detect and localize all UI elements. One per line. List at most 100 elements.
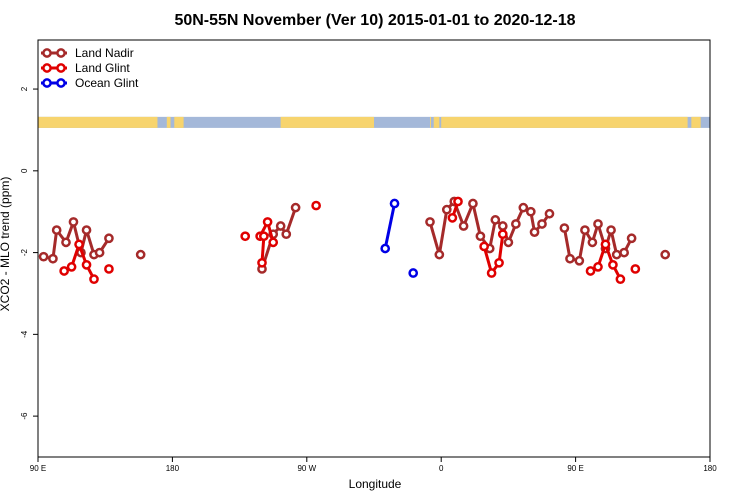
series-land-glint bbox=[59, 196, 641, 285]
data-point-land-nadir bbox=[529, 227, 540, 237]
data-point-land-glint bbox=[268, 237, 279, 248]
legend-label-land-nadir: Land Nadir bbox=[75, 46, 134, 60]
data-point-land-nadir bbox=[81, 225, 92, 235]
legend-marker-land-nadir bbox=[56, 48, 66, 58]
x-tick-label: 90 E bbox=[30, 464, 46, 473]
data-point-land-nadir bbox=[611, 249, 622, 260]
y-tick-label: -6 bbox=[20, 412, 29, 420]
data-point-land-nadir bbox=[580, 225, 590, 235]
y-axis-ticks: 2 0 -2 -4 -6 bbox=[20, 86, 38, 420]
data-point-land-nadir bbox=[425, 217, 435, 227]
data-point-land-nadir bbox=[565, 253, 575, 264]
legend-label-land-glint: Land Glint bbox=[75, 61, 130, 75]
data-point-land-nadir bbox=[104, 233, 114, 244]
data-point-land-nadir bbox=[441, 204, 452, 215]
land-band-segment bbox=[441, 116, 688, 128]
land-band-segment bbox=[166, 116, 171, 128]
data-point-land-nadir bbox=[619, 247, 629, 258]
data-point-ocean-glint bbox=[408, 268, 419, 278]
land-ocean-band bbox=[38, 116, 710, 128]
x-tick-label: 0 bbox=[439, 464, 444, 473]
data-point-land-nadir bbox=[660, 249, 671, 260]
data-point-land-glint bbox=[600, 239, 611, 250]
data-point-land-nadir bbox=[458, 221, 469, 231]
plot-frame bbox=[37, 39, 711, 458]
data-point-land-nadir bbox=[94, 247, 105, 258]
data-point-land-nadir bbox=[544, 208, 555, 219]
data-point-land-nadir bbox=[606, 225, 616, 235]
data-point-land-nadir bbox=[497, 221, 508, 231]
series-land-nadir bbox=[38, 196, 671, 274]
series-line-ocean-glint bbox=[383, 203, 397, 249]
land-band-segment bbox=[38, 116, 158, 128]
x-tick-label: 90 W bbox=[297, 464, 316, 473]
land-band-segment bbox=[174, 116, 184, 128]
data-point-land-glint bbox=[89, 274, 99, 285]
chart-title: 50N-55N November (Ver 10) 2015-01-01 to … bbox=[174, 12, 575, 29]
y-tick-label: -2 bbox=[20, 248, 29, 256]
data-point-land-glint bbox=[311, 200, 321, 211]
x-tick-label: 180 bbox=[703, 464, 717, 473]
data-point-land-glint bbox=[497, 229, 508, 240]
data-point-land-nadir bbox=[593, 219, 603, 229]
x-axis-ticks: 90 E 180 90 W 0 90 E 180 bbox=[30, 457, 717, 473]
data-point-land-nadir bbox=[574, 255, 585, 266]
legend-marker-land-nadir bbox=[42, 48, 52, 58]
data-point-land-glint bbox=[608, 260, 618, 270]
series-ocean-glint bbox=[380, 198, 419, 278]
data-point-land-glint bbox=[81, 260, 92, 270]
y-tick-label: 2 bbox=[20, 86, 29, 91]
data-point-land-glint bbox=[494, 257, 504, 268]
data-point-land-nadir bbox=[559, 223, 570, 233]
data-point-land-nadir bbox=[290, 202, 301, 213]
data-point-land-glint bbox=[240, 231, 251, 242]
series-layer bbox=[38, 196, 671, 285]
data-point-land-nadir bbox=[61, 237, 71, 248]
data-point-land-glint bbox=[447, 212, 458, 223]
data-point-land-glint bbox=[262, 217, 273, 227]
y-tick-label: 0 bbox=[20, 168, 29, 173]
legend-label-ocean-glint: Ocean Glint bbox=[75, 76, 139, 90]
data-point-land-glint bbox=[630, 264, 641, 274]
series-line-land-glint bbox=[482, 233, 505, 275]
x-tick-label: 90 E bbox=[567, 464, 583, 473]
data-point-land-nadir bbox=[503, 237, 514, 248]
data-point-land-glint bbox=[486, 268, 497, 278]
land-band-segment bbox=[280, 116, 374, 128]
data-point-land-glint bbox=[74, 239, 84, 250]
legend-marker-land-glint bbox=[56, 63, 66, 73]
data-point-land-glint bbox=[615, 274, 626, 285]
data-point-land-glint bbox=[259, 231, 269, 242]
data-point-land-glint bbox=[453, 196, 463, 207]
data-point-land-nadir bbox=[48, 253, 58, 264]
land-band-segment bbox=[430, 116, 431, 128]
x-tick-label: 180 bbox=[166, 464, 180, 473]
data-point-land-nadir bbox=[38, 251, 49, 262]
land-band-segment bbox=[691, 116, 701, 128]
data-point-land-nadir bbox=[275, 221, 286, 231]
data-point-land-nadir bbox=[135, 249, 146, 260]
data-point-land-nadir bbox=[525, 206, 536, 217]
legend-marker-ocean-glint bbox=[56, 78, 66, 88]
data-point-land-nadir bbox=[537, 219, 547, 229]
data-point-land-nadir bbox=[475, 231, 486, 242]
data-point-land-nadir bbox=[51, 225, 62, 235]
data-point-land-nadir bbox=[511, 219, 521, 229]
legend-marker-ocean-glint bbox=[42, 78, 52, 88]
data-point-land-nadir bbox=[468, 198, 478, 209]
data-point-ocean-glint bbox=[380, 243, 391, 254]
data-point-land-glint bbox=[104, 264, 114, 274]
land-band-segment bbox=[433, 116, 440, 128]
legend-marker-land-glint bbox=[42, 63, 52, 73]
data-point-land-nadir bbox=[281, 229, 292, 240]
y-axis-label: XCO2 - MLO trend (ppm) bbox=[0, 177, 12, 312]
data-point-land-nadir bbox=[587, 237, 598, 248]
data-point-land-glint bbox=[59, 266, 69, 276]
data-point-land-glint bbox=[66, 262, 77, 272]
data-point-land-glint bbox=[585, 266, 596, 276]
data-point-land-nadir bbox=[68, 217, 79, 227]
data-point-land-glint bbox=[257, 257, 267, 268]
data-point-land-nadir bbox=[626, 233, 637, 244]
